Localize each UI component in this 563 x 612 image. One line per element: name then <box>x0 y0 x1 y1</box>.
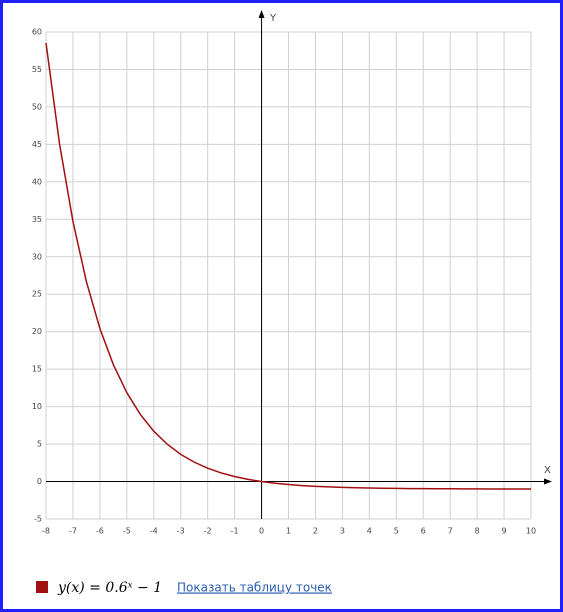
y-tick-label: 40 <box>32 177 42 186</box>
y-tick-label: -5 <box>34 515 42 524</box>
y-tick-label: 60 <box>32 28 42 37</box>
y-tick-label: 55 <box>32 65 42 74</box>
x-tick-label: 3 <box>340 527 345 536</box>
x-tick-label: -5 <box>123 527 131 536</box>
y-tick-label: 20 <box>32 327 42 336</box>
y-tick-label: 50 <box>32 102 42 111</box>
line <box>45 42 531 490</box>
y-tick-label: 45 <box>32 140 42 149</box>
y-tick-label: 5 <box>37 440 42 449</box>
x-tick-label: 6 <box>421 527 426 536</box>
x-tick-label: -4 <box>150 527 158 536</box>
table-link[interactable]: Показать таблицу точек <box>177 581 332 595</box>
x-tick-label: 9 <box>502 527 507 536</box>
y-tick-label: 15 <box>32 365 42 374</box>
y-tick-label: 10 <box>32 402 42 411</box>
x-tick-label: 8 <box>475 527 480 536</box>
x-axis-label: X <box>544 465 551 476</box>
x-tick-label: -7 <box>69 527 77 536</box>
legend-label: y(x) = 0.6ˣ − 1 <box>57 580 162 596</box>
plot <box>45 42 531 490</box>
y-tick-label: 25 <box>32 290 42 299</box>
x-tick-label: -2 <box>204 527 212 536</box>
x-tick-label: -8 <box>42 527 50 536</box>
x-tick-label: 2 <box>313 527 318 536</box>
x-tick-label: 1 <box>286 527 291 536</box>
x-tick-label: -6 <box>96 527 104 536</box>
x-tick-label: 10 <box>526 527 536 536</box>
x-tick-label: -1 <box>231 527 239 536</box>
y-tick-label: 35 <box>32 215 42 224</box>
x-tick-label: -3 <box>177 527 185 536</box>
grid <box>45 10 552 520</box>
y-axis-label: Y <box>269 13 277 24</box>
y-tick-label: 30 <box>32 252 42 261</box>
x-tick-label: 5 <box>394 527 399 536</box>
x-tick-label: 4 <box>367 527 372 536</box>
x-arrow <box>544 478 552 485</box>
x-tick-label: 7 <box>448 527 453 536</box>
x-tick-label: 0 <box>259 527 264 536</box>
y-tick-label: 0 <box>37 477 42 486</box>
y-arrow <box>258 10 265 18</box>
legend-swatch <box>36 581 48 593</box>
